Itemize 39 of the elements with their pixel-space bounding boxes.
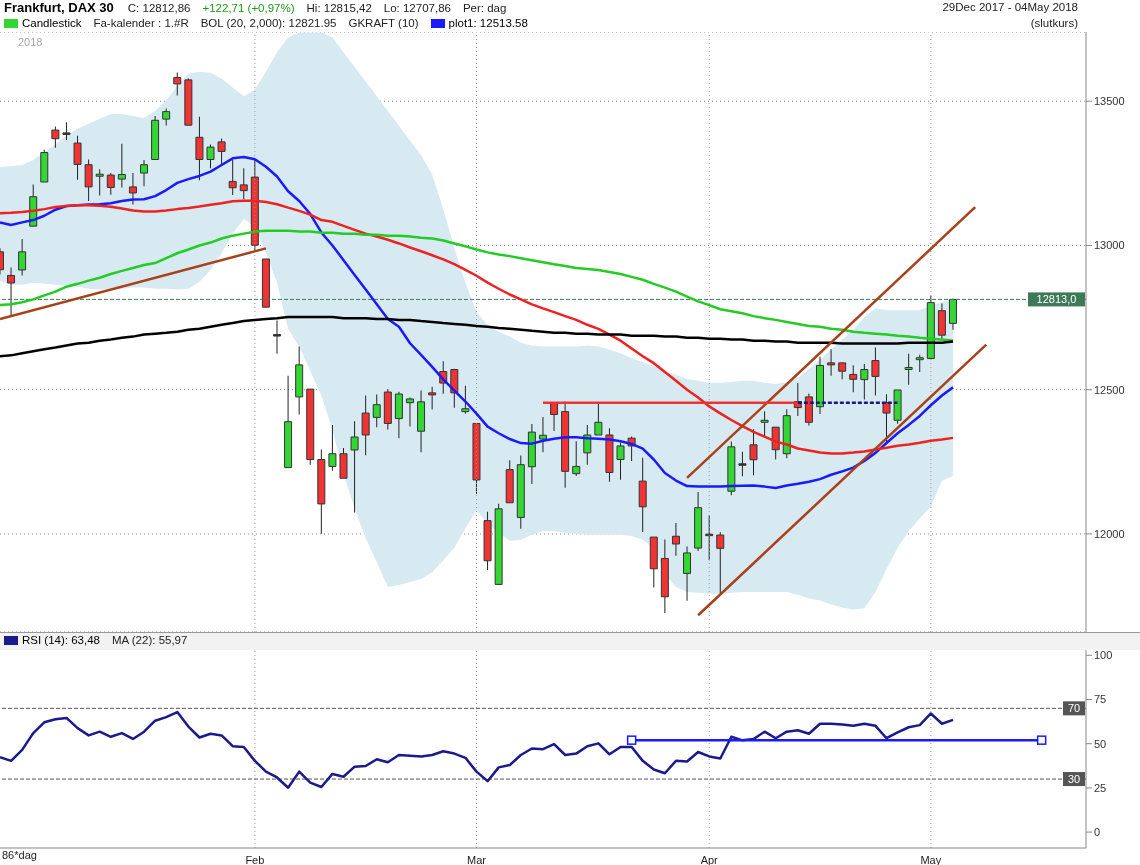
- text: MA (22): 55,97: [111, 633, 188, 648]
- line-series: [0, 315, 955, 358]
- x-tick-label: Mar: [467, 853, 487, 865]
- chart-title: Frankfurt, DAX 30: [4, 0, 114, 15]
- text: GKRAFT (10): [348, 16, 419, 31]
- annotation: 2018: [18, 36, 43, 48]
- candlestick: [273, 320, 281, 354]
- candlestick: [95, 169, 104, 196]
- text: BOL (20, 2,000): 12821.95: [200, 16, 337, 31]
- y-tick-label: 0: [1094, 825, 1101, 838]
- text: 86*dag: [2, 849, 40, 861]
- text: Hi: 12815,42: [306, 2, 372, 14]
- candlestick: [904, 353, 913, 385]
- legend-label: Candlestick: [21, 16, 82, 31]
- ref-line-label: 12813,0: [1036, 293, 1077, 306]
- text: Per: dag: [462, 2, 507, 14]
- y-tick-label: 13000: [1094, 239, 1125, 252]
- line-series: [0, 199, 955, 455]
- x-tick-label: Feb: [245, 853, 265, 865]
- y-tick-label: 12500: [1094, 383, 1125, 396]
- y-tick-label: 12000: [1094, 527, 1125, 540]
- text: Fa-kalender : 1.#R: [93, 16, 189, 31]
- text: 29Dec 2017 - 04May 2018: [942, 1, 1078, 13]
- text: Lo: 12707,86: [383, 2, 451, 14]
- y-tick-label: 25: [1094, 781, 1107, 794]
- text: +122,71 (+0,97%): [202, 2, 295, 14]
- ref-line-label: 30: [1067, 773, 1081, 786]
- ref-line-label: 70: [1067, 702, 1081, 715]
- line-series: [0, 155, 955, 490]
- text: (slutkurs): [1030, 17, 1078, 29]
- text: C: 12812,86: [127, 2, 191, 14]
- y-tick-label: 75: [1094, 693, 1107, 706]
- y-tick-label: 13500: [1094, 95, 1125, 108]
- legend-label: RSI (14): 63,48: [21, 633, 100, 648]
- line-series: [0, 229, 955, 342]
- line-series: [0, 710, 955, 789]
- legend-label: plot1: 12513.58: [447, 16, 528, 31]
- y-tick-label: 50: [1094, 737, 1107, 750]
- y-tick-label: 100: [1094, 649, 1113, 662]
